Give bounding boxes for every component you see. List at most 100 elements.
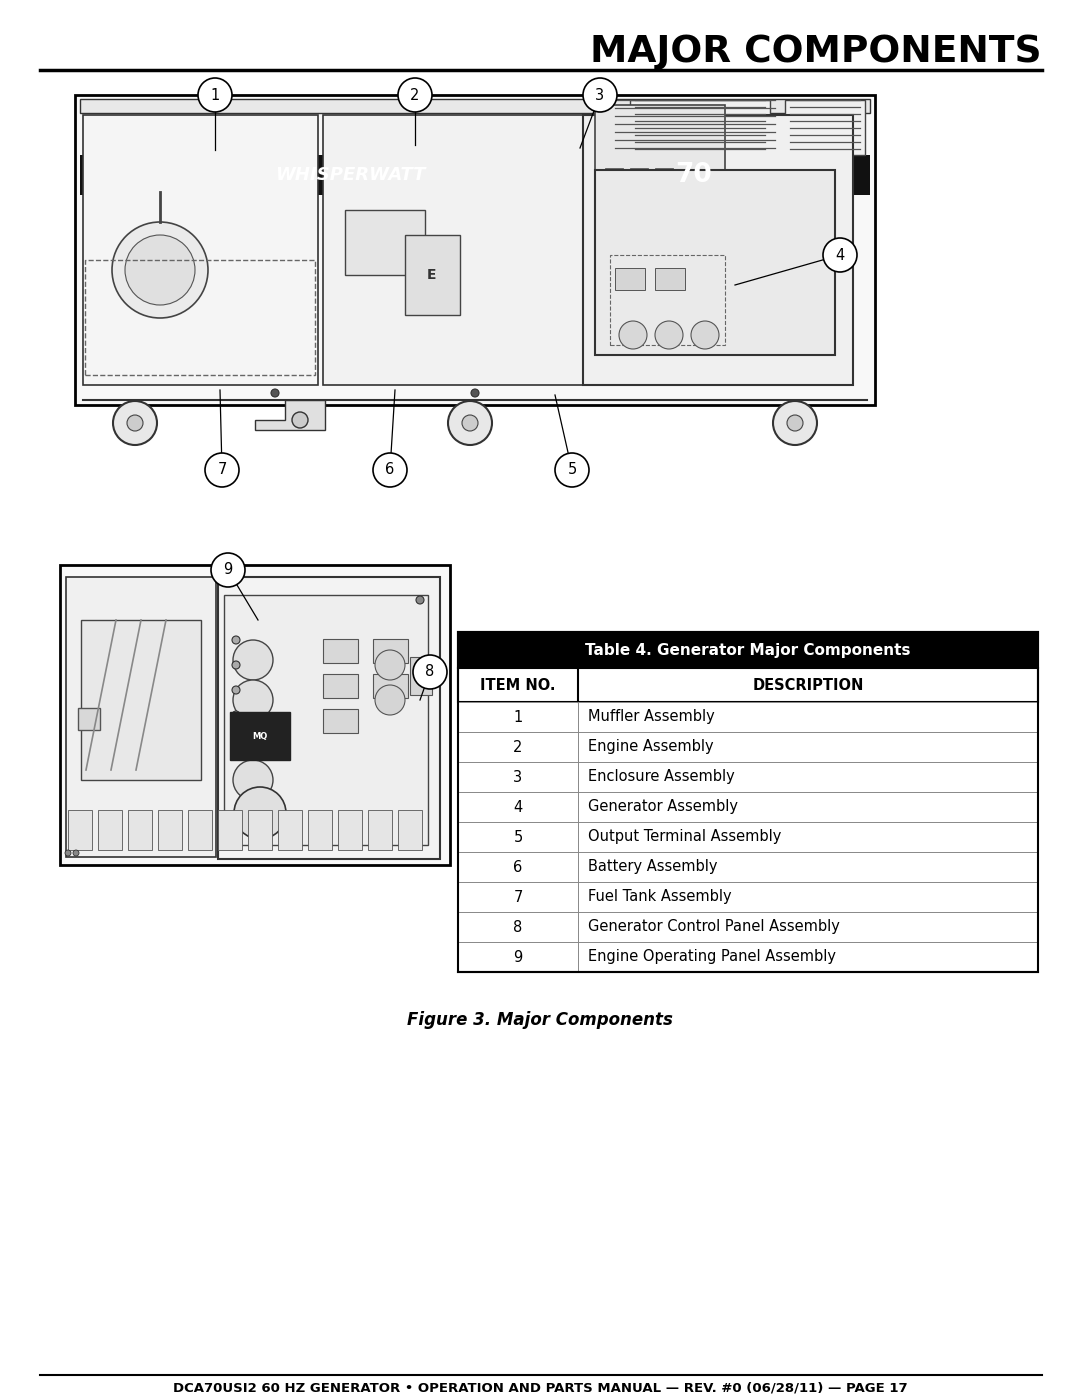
Text: Output Terminal Assembly: Output Terminal Assembly bbox=[588, 830, 781, 845]
Circle shape bbox=[555, 453, 589, 488]
Text: DESCRIPTION: DESCRIPTION bbox=[753, 678, 864, 693]
Circle shape bbox=[233, 640, 273, 680]
Circle shape bbox=[583, 78, 617, 112]
Text: 6: 6 bbox=[513, 859, 523, 875]
Bar bbox=[630, 168, 648, 180]
Circle shape bbox=[375, 650, 405, 680]
Bar bbox=[218, 577, 440, 859]
Bar bbox=[323, 115, 583, 386]
Bar bbox=[583, 115, 853, 386]
Text: 8: 8 bbox=[513, 919, 523, 935]
Text: 2: 2 bbox=[410, 88, 420, 102]
Circle shape bbox=[271, 388, 279, 397]
Bar bbox=[405, 235, 460, 314]
Text: 9: 9 bbox=[224, 563, 232, 577]
Bar bbox=[458, 761, 1038, 792]
Circle shape bbox=[233, 760, 273, 800]
Circle shape bbox=[292, 412, 308, 427]
Bar bbox=[595, 170, 835, 355]
Bar bbox=[60, 564, 450, 865]
Bar bbox=[654, 268, 685, 291]
Text: 3: 3 bbox=[513, 770, 523, 785]
Text: 2: 2 bbox=[513, 739, 523, 754]
Text: Battery Assembly: Battery Assembly bbox=[588, 859, 717, 875]
Text: E: E bbox=[428, 268, 436, 282]
Bar bbox=[83, 115, 318, 386]
Circle shape bbox=[234, 787, 286, 840]
Text: Table 4. Generator Major Components: Table 4. Generator Major Components bbox=[585, 643, 910, 658]
Bar bbox=[81, 620, 201, 780]
Bar bbox=[218, 810, 242, 849]
Circle shape bbox=[127, 415, 143, 432]
Circle shape bbox=[823, 237, 858, 272]
Bar bbox=[66, 577, 216, 856]
Circle shape bbox=[787, 415, 804, 432]
Text: Engine Assembly: Engine Assembly bbox=[588, 739, 714, 754]
Circle shape bbox=[375, 685, 405, 715]
Text: 5: 5 bbox=[567, 462, 577, 478]
Bar bbox=[399, 810, 422, 849]
Text: DCA70USI2 60 HZ GENERATOR • OPERATION AND PARTS MANUAL — REV. #0 (06/28/11) — PA: DCA70USI2 60 HZ GENERATOR • OPERATION AN… bbox=[173, 1382, 907, 1394]
Bar bbox=[458, 732, 1038, 761]
Text: MAJOR COMPONENTS: MAJOR COMPONENTS bbox=[591, 34, 1042, 70]
Bar bbox=[605, 168, 623, 180]
Circle shape bbox=[232, 711, 240, 719]
Bar bbox=[630, 101, 770, 155]
Bar bbox=[345, 210, 426, 275]
Text: 4: 4 bbox=[513, 799, 523, 814]
Bar bbox=[98, 810, 122, 849]
Bar bbox=[458, 631, 1038, 668]
Bar bbox=[323, 710, 357, 733]
Bar bbox=[158, 810, 183, 849]
Circle shape bbox=[654, 321, 683, 349]
Circle shape bbox=[232, 686, 240, 694]
Bar bbox=[458, 912, 1038, 942]
Circle shape bbox=[113, 401, 157, 446]
Text: 1: 1 bbox=[513, 710, 523, 725]
Bar bbox=[785, 101, 865, 155]
Text: Figure 3. Major Components: Figure 3. Major Components bbox=[407, 1011, 673, 1030]
Circle shape bbox=[233, 719, 273, 760]
Circle shape bbox=[462, 415, 478, 432]
Bar bbox=[323, 673, 357, 698]
Bar bbox=[610, 256, 725, 345]
Text: Generator Control Panel Assembly: Generator Control Panel Assembly bbox=[588, 919, 840, 935]
Bar bbox=[458, 882, 1038, 912]
Circle shape bbox=[691, 321, 719, 349]
Circle shape bbox=[416, 597, 424, 604]
Text: WHISPERWATT: WHISPERWATT bbox=[275, 166, 426, 184]
Text: 8: 8 bbox=[426, 665, 434, 679]
Bar bbox=[224, 595, 428, 845]
Circle shape bbox=[413, 655, 447, 689]
Text: ITEM NO.: ITEM NO. bbox=[481, 678, 556, 693]
Text: Fuel Tank Assembly: Fuel Tank Assembly bbox=[588, 890, 731, 904]
Circle shape bbox=[233, 680, 273, 719]
Circle shape bbox=[373, 453, 407, 488]
Bar bbox=[458, 668, 1038, 703]
Bar bbox=[308, 810, 332, 849]
Circle shape bbox=[471, 388, 480, 397]
Circle shape bbox=[65, 849, 71, 856]
Bar bbox=[278, 810, 302, 849]
Bar bbox=[80, 99, 870, 113]
Circle shape bbox=[619, 321, 647, 349]
Circle shape bbox=[112, 222, 208, 319]
Text: MQ: MQ bbox=[253, 732, 268, 742]
Bar bbox=[615, 268, 645, 291]
Bar bbox=[654, 168, 673, 180]
Circle shape bbox=[773, 401, 816, 446]
Circle shape bbox=[399, 78, 432, 112]
Bar bbox=[458, 703, 1038, 732]
Text: 3: 3 bbox=[595, 88, 605, 102]
Text: 7: 7 bbox=[513, 890, 523, 904]
Bar bbox=[458, 942, 1038, 972]
Text: 70: 70 bbox=[675, 162, 712, 189]
Bar bbox=[188, 810, 212, 849]
Bar bbox=[78, 708, 100, 731]
Polygon shape bbox=[255, 400, 325, 430]
Text: 6: 6 bbox=[386, 462, 394, 478]
Bar bbox=[129, 810, 152, 849]
Text: Enclosure Assembly: Enclosure Assembly bbox=[588, 770, 734, 785]
Bar bbox=[458, 821, 1038, 852]
Bar bbox=[75, 95, 875, 405]
